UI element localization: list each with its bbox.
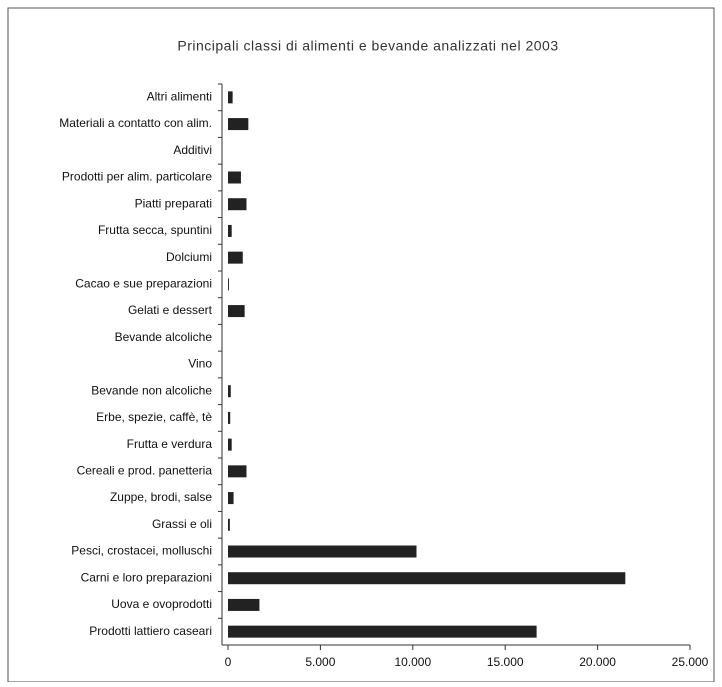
bar bbox=[228, 118, 249, 131]
bar bbox=[228, 251, 243, 264]
bar bbox=[228, 198, 247, 211]
bar bbox=[228, 171, 241, 184]
bar bbox=[228, 518, 230, 531]
bar bbox=[228, 438, 232, 451]
y-tick-label: Grassi e oli bbox=[152, 517, 212, 531]
y-tick-label: Materiali a contatto con alim. bbox=[59, 116, 212, 130]
x-tick-label: 5.000 bbox=[305, 655, 335, 669]
y-tick-label: Altri alimenti bbox=[147, 90, 212, 104]
y-tick-label: Carni e loro preparazioni bbox=[81, 570, 212, 584]
y-tick-label: Additivi bbox=[173, 143, 212, 157]
bar bbox=[228, 224, 232, 237]
y-tick-label: Erbe, spezie, caffè, tè bbox=[96, 410, 212, 424]
x-tick-label: 10.000 bbox=[394, 655, 431, 669]
bar bbox=[228, 625, 537, 638]
bar bbox=[228, 278, 229, 291]
y-tick-label: Pesci, crostacei, molluschi bbox=[71, 544, 212, 558]
y-tick-label: Dolciumi bbox=[166, 250, 212, 264]
y-tick-label: Frutta e verdura bbox=[127, 437, 213, 451]
bar bbox=[228, 545, 417, 558]
y-tick-label: Piatti preparati bbox=[135, 196, 212, 210]
y-tick-label: Bevande alcoliche bbox=[115, 330, 213, 344]
bar bbox=[228, 598, 260, 611]
y-tick-label: Frutta secca, spuntini bbox=[98, 223, 212, 237]
x-tick-label: 20.000 bbox=[579, 655, 616, 669]
y-tick-label: Gelati e dessert bbox=[128, 303, 213, 317]
bar bbox=[228, 465, 247, 478]
x-tick-label: 15.000 bbox=[487, 655, 524, 669]
bar bbox=[228, 305, 245, 318]
y-tick-label: Prodotti lattiero caseari bbox=[89, 624, 212, 638]
bar bbox=[228, 411, 231, 424]
chart-title: Principali classi di alimenti e bevande … bbox=[177, 38, 558, 54]
y-tick-label: Uova e ovoprodotti bbox=[111, 597, 212, 611]
y-tick-label: Vino bbox=[188, 357, 212, 371]
x-tick-label: 25.000 bbox=[672, 655, 709, 669]
bar bbox=[228, 385, 231, 398]
x-tick-label: 0 bbox=[225, 655, 232, 669]
bar bbox=[228, 91, 233, 104]
y-tick-label: Bevande non alcoliche bbox=[91, 383, 212, 397]
y-tick-label: Cacao e sue preparazioni bbox=[75, 277, 212, 291]
bar bbox=[228, 572, 626, 585]
y-tick-label: Zuppe, brodi, salse bbox=[110, 490, 212, 504]
y-tick-label: Prodotti per alim. particolare bbox=[62, 170, 212, 184]
bar bbox=[228, 492, 234, 505]
y-tick-label: Cereali e prod. panetteria bbox=[77, 464, 213, 478]
